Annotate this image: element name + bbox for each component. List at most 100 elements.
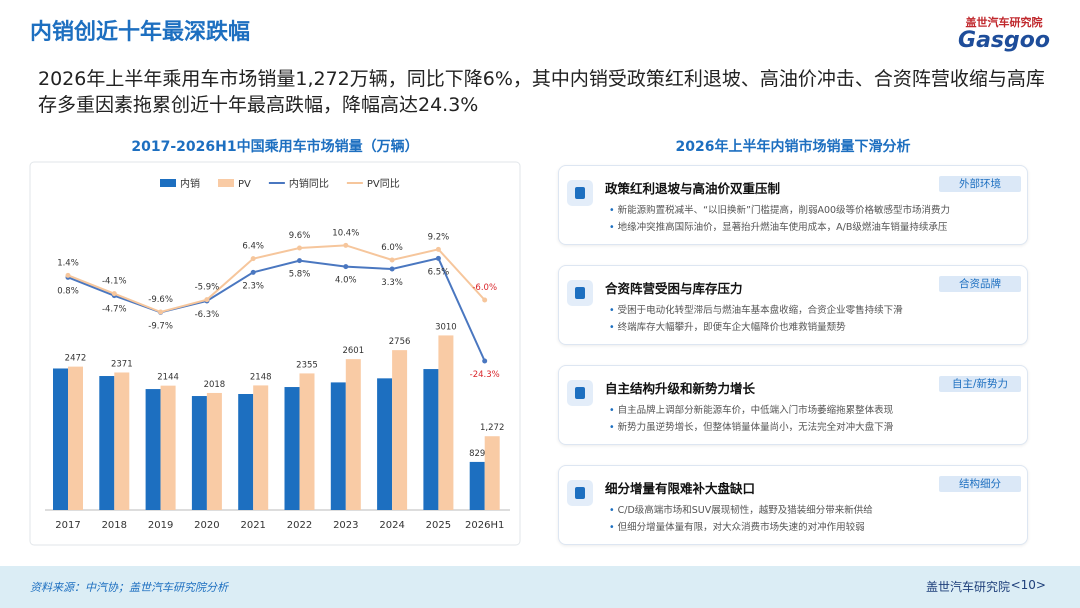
data-label: 3010 bbox=[435, 322, 457, 332]
data-label: 1,272 bbox=[480, 423, 504, 433]
card-title: 细分增量有限难补大盘缺口 bbox=[605, 481, 756, 496]
logo: 盖世汽车研究院 Gasgoo bbox=[958, 14, 1050, 52]
point bbox=[389, 257, 395, 263]
data-label: 2018 bbox=[204, 380, 226, 390]
bar bbox=[206, 392, 222, 510]
data-label: 2472 bbox=[65, 354, 87, 364]
card-icon bbox=[567, 380, 593, 406]
card-bullet: 受困于电动化转型滞后与燃油车基本盘收缩，合资企业零售持续下滑 bbox=[609, 302, 903, 316]
bar bbox=[469, 461, 485, 510]
card-tag: 自主/新势力 bbox=[939, 376, 1021, 392]
x-tick-label: 2017 bbox=[55, 520, 80, 531]
point bbox=[297, 245, 302, 251]
footer-brand: 盖世汽车研究院 bbox=[925, 580, 1010, 594]
x-tick-label: 2021 bbox=[240, 520, 265, 531]
data-label: 2148 bbox=[250, 372, 272, 382]
legend-swatch bbox=[160, 179, 176, 187]
chart-title: 2017-2026H1中国乘用车市场销量（万辆） bbox=[131, 139, 419, 155]
point bbox=[158, 309, 164, 315]
x-tick-label: 2020 bbox=[194, 520, 219, 531]
x-tick-label: 2023 bbox=[333, 520, 358, 531]
x-tick-label: 2018 bbox=[102, 520, 127, 531]
point bbox=[482, 297, 488, 303]
data-label: 6.5% bbox=[428, 267, 450, 277]
data-label: -9.7% bbox=[148, 321, 173, 331]
card-bullet: 终端库存大幅攀升，即便车企大幅降价也难救销量颓势 bbox=[609, 319, 846, 333]
analysis-card: 细分增量有限难补大盘缺口 结构细分 C/D级高端市场和SUV展现韧性，越野及猎装细分… bbox=[558, 465, 1028, 545]
analysis-title: 2026年上半年内销市场销量下滑分析 bbox=[675, 139, 911, 155]
data-label: 5.8% bbox=[289, 270, 311, 280]
data-label: -6.0% bbox=[472, 283, 497, 293]
data-label: 829 bbox=[469, 449, 485, 459]
data-label: -6.3% bbox=[195, 310, 220, 320]
data-label: 4.0% bbox=[335, 276, 357, 286]
data-label: -24.3% bbox=[470, 370, 500, 380]
bar bbox=[345, 359, 361, 510]
x-tick-label: 2022 bbox=[287, 520, 312, 531]
data-label: 2.3% bbox=[242, 281, 264, 291]
summary: 2026年上半年乘用车市场销量1,272万辆，同比下降6%，其中内销受政策红利退… bbox=[38, 68, 1045, 116]
card-icon bbox=[567, 180, 593, 206]
data-label: 10.4% bbox=[332, 228, 359, 238]
point bbox=[111, 291, 117, 297]
bar bbox=[377, 378, 393, 510]
card-icon bbox=[567, 280, 593, 306]
point bbox=[435, 246, 441, 252]
x-tick-label: 2026H1 bbox=[465, 520, 504, 531]
data-label: -4.7% bbox=[102, 305, 127, 315]
analysis-card: 自主结构升级和新势力增长 自主/新势力自主品牌上调部分新能源车价，中低端入门市场萎… bbox=[558, 365, 1028, 445]
data-label: 0.8% bbox=[57, 286, 79, 296]
card-title: 自主结构升级和新势力增长 bbox=[605, 381, 756, 396]
bar bbox=[145, 389, 161, 510]
x-tick-label: 2025 bbox=[426, 520, 451, 531]
analysis-card: 合资阵营受困与库存压力 合资品牌受困于电动化转型滞后与燃油车基本盘收缩，合资企业零… bbox=[558, 265, 1028, 345]
line bbox=[67, 257, 486, 362]
card-bullet: 但细分增量体量有限，对大众消费市场失速的对冲作用较弱 bbox=[609, 519, 865, 533]
slide-title: 内销创近十年最深跌幅 bbox=[30, 20, 251, 45]
data-label: 2144 bbox=[157, 373, 179, 383]
card-tag: 合资品牌 bbox=[939, 276, 1021, 292]
card-title: 合资阵营受困与库存压力 bbox=[605, 281, 743, 296]
point bbox=[204, 297, 210, 303]
point bbox=[389, 266, 395, 272]
bar bbox=[191, 396, 207, 510]
footer: 资料来源：中汽协；盖世汽车研究院分析 盖世汽车研究院 <10> bbox=[0, 566, 1080, 608]
legend-label: 内销 bbox=[180, 177, 200, 190]
bar bbox=[160, 385, 176, 510]
point bbox=[435, 255, 441, 261]
line bbox=[67, 244, 486, 314]
analysis-card: 政策红利退坡与高油价双重压制 外部环境新能源购置税减半、“以旧换新”门槛提高，削弱… bbox=[558, 165, 1028, 245]
logo-text: 盖世汽车研究院 bbox=[965, 16, 1043, 29]
bar bbox=[99, 376, 115, 510]
point bbox=[65, 272, 71, 278]
point bbox=[297, 258, 302, 264]
card-bullet: 自主品牌上调部分新能源车价，中低端入门市场萎缩拖累整体表现 bbox=[609, 402, 894, 416]
legend-label: PV同比 bbox=[367, 178, 400, 190]
bar bbox=[423, 369, 439, 510]
legend-label: 内销同比 bbox=[289, 177, 329, 190]
data-label: -9.6% bbox=[148, 295, 173, 305]
bar bbox=[330, 382, 346, 510]
card-bullet: C/D级高端市场和SUV展现韧性，越野及猎装细分带来新供给 bbox=[609, 502, 873, 516]
data-label: 6.4% bbox=[242, 242, 264, 252]
bar bbox=[238, 394, 254, 510]
data-label: 2756 bbox=[389, 337, 411, 347]
logo-text: Gasgoo bbox=[958, 28, 1050, 53]
card-bullet: 新势力虽逆势增长，但整体销量体量尚小，无法完全对冲大盘下滑 bbox=[609, 419, 894, 433]
x-tick-label: 2024 bbox=[379, 520, 404, 531]
data-label: 2355 bbox=[296, 360, 318, 370]
bar bbox=[253, 385, 269, 510]
data-label: 1.4% bbox=[57, 258, 79, 268]
bar bbox=[114, 372, 130, 510]
card-tag: 结构细分 bbox=[939, 476, 1021, 492]
card-tag: 外部环境 bbox=[939, 176, 1021, 192]
bar bbox=[68, 366, 83, 510]
data-label: 6.0% bbox=[381, 243, 403, 253]
data-label: 3.3% bbox=[381, 278, 403, 288]
data-label: -4.1% bbox=[102, 277, 127, 287]
bar bbox=[438, 335, 454, 510]
card-icon bbox=[567, 480, 593, 506]
data-label: 2371 bbox=[111, 359, 133, 369]
